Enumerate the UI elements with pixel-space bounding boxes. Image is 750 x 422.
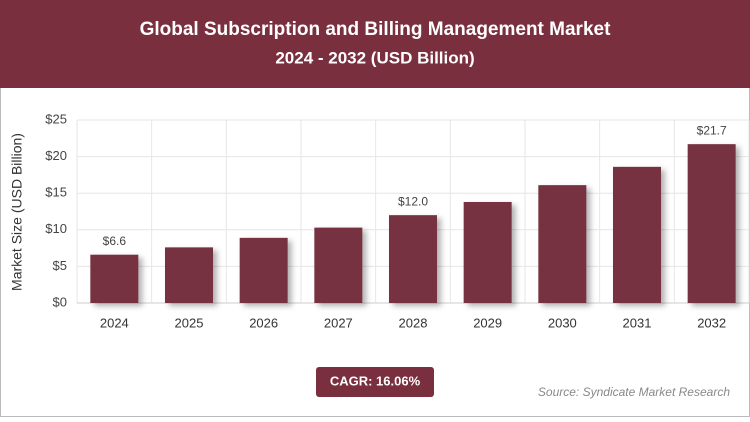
x-tick-label: 2029 — [473, 315, 502, 330]
y-tick-label: $25 — [45, 111, 67, 126]
x-tick-label: 2027 — [324, 315, 353, 330]
y-tick-label: $15 — [45, 185, 67, 200]
header — [0, 0, 750, 88]
bar — [463, 201, 512, 303]
x-tick-label: 2026 — [249, 315, 278, 330]
x-tick-label: 2030 — [548, 315, 577, 330]
cagr-box — [316, 367, 434, 397]
chart-title: Global Subscription and Billing Manageme… — [140, 19, 612, 40]
x-tick-label: 2032 — [697, 315, 726, 330]
x-tick-label: 2024 — [100, 315, 129, 330]
bar — [538, 185, 587, 303]
value-label: $21.7 — [697, 123, 727, 137]
bar — [314, 227, 363, 303]
bar — [165, 247, 213, 303]
chart-subtitle: 2024 - 2032 (USD Billion) — [275, 48, 474, 67]
y-tick-label: $0 — [53, 294, 67, 309]
y-tick-label: $10 — [45, 221, 67, 236]
x-tick-label: 2028 — [399, 315, 428, 330]
bar — [90, 254, 139, 303]
value-label: $6.6 — [103, 234, 127, 248]
y-tick-label: $20 — [45, 148, 67, 163]
bar — [687, 144, 736, 303]
value-label: $12.0 — [398, 194, 428, 208]
bar — [389, 215, 437, 303]
y-tick-label: $5 — [53, 258, 67, 273]
cagr: CAGR: 16.06% — [330, 373, 421, 388]
bar — [239, 237, 288, 303]
x-tick-label: 2025 — [175, 315, 204, 330]
bar — [613, 166, 661, 303]
x-tick-label: 2031 — [623, 315, 652, 330]
y-axis-label: Market Size (USD Billion) — [9, 133, 25, 291]
source: Source: Syndicate Market Research — [538, 385, 730, 399]
